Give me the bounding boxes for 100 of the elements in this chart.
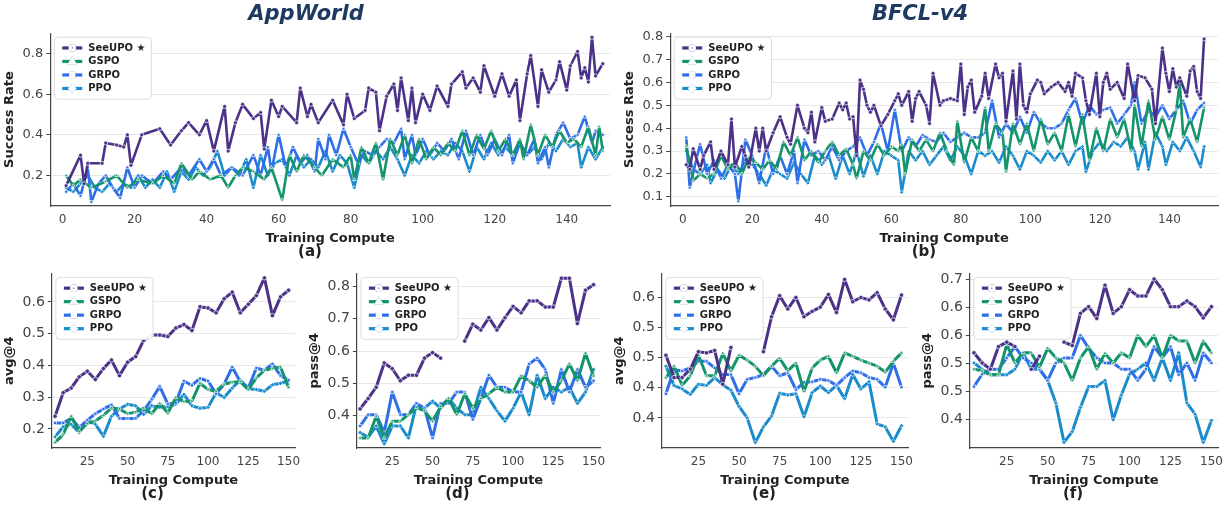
x-tick-label: 125 [541,454,565,469]
legend-label: GRPO [394,308,427,320]
x-axis-title: Training Compute [879,229,1010,245]
legend-label: PPO [1007,322,1032,334]
y-tick-label: 0.4 [642,119,664,135]
legend-label: GRPO [1007,308,1040,320]
x-axis-title: Training Compute [413,471,544,487]
chart-title: BFCL-v4 [871,1,969,26]
legend-label: GSPO [88,55,120,67]
x-tick-label: 0 [58,212,67,227]
x-tick-label: 60 [270,212,287,227]
legend-label: PPO [394,322,419,334]
legend-label: PPO [89,322,114,334]
y-axis-title: Success Rate [1,71,17,168]
legend-label: PPO [708,82,732,94]
x-tick-label: 80 [343,212,359,227]
x-tick-label: 25 [384,454,400,469]
x-tick-label: 20 [126,212,143,227]
y-tick-label: 0.2 [22,419,45,436]
y-tick-label: 0.7 [327,309,350,326]
y-tick-label: 0.2 [642,165,664,181]
x-tick-label: 100 [1118,454,1142,469]
y-tick-label: 0.8 [22,44,44,60]
x-tick-label: 120 [1088,212,1112,227]
legend-label: SeeUPO ★ [88,41,146,53]
y-tick-label: 0.5 [22,324,45,341]
y-tick-label: 0.5 [940,354,963,371]
x-tick-label: 75 [772,454,788,469]
legend-label: GRPO [708,68,741,80]
y-tick-label: 0.1 [642,188,664,204]
x-tick-label: 100 [196,454,220,469]
x-axis-title: Training Compute [1029,471,1159,487]
y-tick-label: 0.4 [940,410,963,427]
legend-label: GSPO [699,295,732,307]
x-tick-label: 25 [999,454,1015,469]
x-tick-label: 25 [690,454,707,469]
legend-label: GRPO [699,308,732,320]
legend-label: SeeUPO ★ [708,41,766,53]
y-tick-label: 0.5 [327,373,350,390]
x-tick-label: 50 [424,454,441,469]
x-tick-label: 140 [1157,212,1181,227]
y-tick-label: 0.7 [642,50,664,66]
y-tick-label: 0.4 [632,408,655,425]
x-tick-label: 100 [808,454,832,469]
legend-label: SeeUPO ★ [1007,281,1066,293]
y-tick-label: 0.2 [22,166,44,182]
x-axis-title: Training Compute [265,229,396,245]
x-tick-label: 75 [465,454,481,469]
y-axis-title: Success Rate [621,71,637,168]
y-tick-label: 0.5 [632,348,655,365]
y-tick-label: 0.8 [327,276,350,293]
y-tick-label: 0.6 [940,297,963,314]
x-tick-label: 50 [119,454,136,469]
x-tick-label: 150 [582,454,606,469]
x-tick-label: 140 [555,212,579,227]
x-tick-label: 80 [953,212,969,227]
y-axis-title: avg@4 [1,336,17,385]
y-tick-label: 0.6 [22,292,45,309]
x-tick-label: 0 [678,212,687,227]
x-axis-title: Training Compute [720,471,850,487]
y-tick-label: 0.6 [327,341,350,358]
y-tick-label: 0.6 [642,73,664,89]
legend-label: GSPO [89,295,122,307]
y-tick-label: 0.4 [327,406,350,423]
x-tick-label: 120 [483,212,507,227]
x-tick-label: 100 [501,454,525,469]
x-tick-label: 25 [79,454,95,469]
x-tick-label: 125 [236,454,260,469]
x-tick-label: 100 [411,212,435,227]
x-tick-label: 100 [1018,212,1042,227]
legend-label: SeeUPO ★ [699,281,758,293]
legend-label: PPO [699,322,724,334]
y-tick-label: 0.4 [22,126,44,142]
y-tick-label: 0.5 [940,382,963,399]
x-tick-label: 50 [1040,454,1056,469]
x-tick-label: 20 [744,212,760,227]
y-axis-title: avg@4 [611,336,627,385]
legend-label: SeeUPO ★ [394,281,453,293]
x-tick-label: 150 [277,454,301,469]
legend-label: SeeUPO ★ [89,281,148,293]
x-tick-label: 125 [1159,454,1182,469]
x-tick-label: 50 [731,454,747,469]
y-axis-title: pass@4 [919,332,935,389]
x-tick-label: 60 [883,212,899,227]
x-tick-label: 150 [890,454,913,469]
legend-label: GSPO [708,55,740,67]
legend-label: GRPO [88,68,121,80]
x-tick-label: 150 [1200,454,1223,469]
y-tick-label: 0.5 [642,96,664,112]
y-tick-label: 0.6 [632,288,655,305]
x-tick-label: 40 [198,212,215,227]
y-tick-label: 0.4 [22,356,45,373]
y-tick-label: 0.8 [642,28,664,44]
y-tick-label: 0.7 [940,269,963,286]
legend-label: PPO [88,82,112,94]
x-axis-title: Training Compute [108,471,239,487]
y-tick-label: 0.3 [22,387,45,404]
x-tick-label: 40 [814,212,830,227]
y-tick-label: 0.4 [632,378,655,395]
chart-title: AppWorld [246,1,365,26]
